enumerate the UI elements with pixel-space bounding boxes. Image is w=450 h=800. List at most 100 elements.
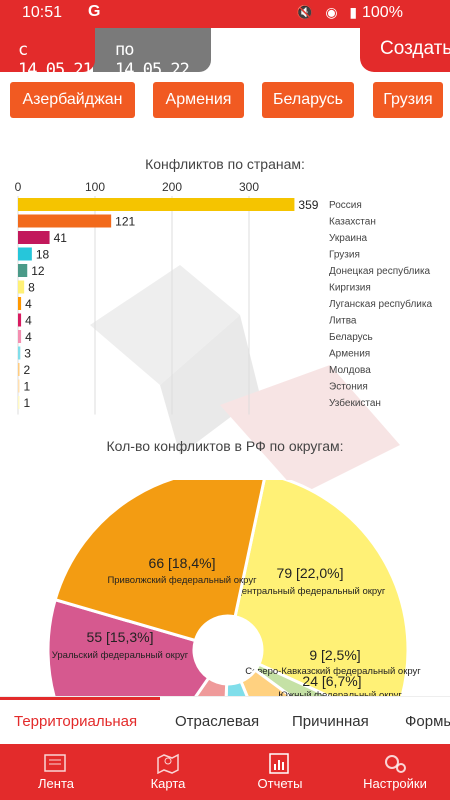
- status-time: 10:51: [22, 4, 63, 21]
- category-label: Эстония: [329, 382, 368, 393]
- slice-value-label: 24 [6,7%]: [302, 673, 361, 689]
- status-bar: 10:51 G 🔇 ◉ ▮ 100%: [0, 0, 450, 28]
- nav-settings-label: Настройки: [363, 776, 427, 791]
- districts-pie-chart: 79 [22,0%] Центральный федеральный округ 9…: [46, 480, 421, 696]
- active-tab-indicator: [0, 697, 160, 700]
- bar: [18, 330, 22, 343]
- bar-value-label: 3: [24, 347, 31, 361]
- map-icon: [157, 753, 179, 774]
- category-label: Казахстан: [329, 217, 376, 228]
- category-label: Донецкая республика: [329, 265, 431, 277]
- bar: [18, 379, 20, 393]
- category-label: Молдова: [329, 365, 371, 376]
- bar: [18, 313, 22, 327]
- x-tick-label-top: 300: [239, 180, 259, 194]
- settings-icon: [385, 755, 406, 773]
- bar: [18, 363, 20, 376]
- nav-feed[interactable]: Лента: [18, 744, 94, 800]
- bottom-navigation: Лента Карта Отчеты Настройки: [0, 744, 450, 800]
- country-chip-armenia[interactable]: Армения: [153, 82, 244, 118]
- pie-slice: [194, 675, 229, 696]
- tab-forms[interactable]: Формы: [405, 713, 450, 730]
- battery-level: 100%: [362, 4, 403, 21]
- category-label: Армения: [329, 349, 370, 360]
- slice-value-label: 66 [18,4%]: [149, 555, 216, 571]
- pie-slice: [233, 480, 410, 696]
- google-icon: G: [88, 3, 101, 20]
- slice-value-label: 9 [2,5%]: [309, 647, 360, 663]
- country-chip-belarus[interactable]: Беларусь: [262, 82, 354, 118]
- x-tick-label-bottom: 200: [182, 418, 202, 419]
- category-label: Киргизия: [329, 283, 371, 294]
- slice-category-label: Уральский федеральный округ: [52, 650, 189, 661]
- pie-slice: [224, 679, 249, 696]
- news-icon: [44, 754, 66, 772]
- bar-value-label: 41: [54, 231, 68, 245]
- category-label: Грузия: [329, 250, 360, 261]
- slice-value-label: 55 [15,3%]: [87, 629, 154, 645]
- x-tick-label-top: 0: [15, 180, 22, 194]
- bar-value-label: 4: [25, 314, 32, 328]
- bar: [18, 198, 295, 211]
- bar-value-label: 359: [298, 198, 318, 212]
- bar-value-label: 2: [24, 363, 31, 377]
- bar-value-label: 4: [25, 330, 32, 344]
- bar-value-label: 8: [28, 281, 35, 295]
- x-tick-label-bottom: 0: [35, 418, 42, 419]
- category-label: Россия: [329, 200, 362, 211]
- tab-industry[interactable]: Отраслевая: [175, 713, 260, 730]
- pie-slice: [53, 480, 266, 643]
- report-tabs: Территориальная Отраслевая Причинная Фор…: [0, 696, 450, 744]
- header: по 14.05.22 с 14.05.21 Создать: [0, 28, 450, 80]
- bar: [18, 264, 28, 277]
- bar: [18, 346, 21, 360]
- bar-value-label: 1: [24, 396, 31, 410]
- bar: [18, 396, 20, 409]
- status-icons: 🔇 ◉ ▮: [296, 4, 362, 20]
- category-label: Луганская республика: [329, 298, 432, 310]
- nav-settings[interactable]: Настройки: [350, 744, 440, 800]
- slice-category-label: Северо-Кавказский федеральный округ: [245, 666, 421, 677]
- pie-slice: [239, 668, 293, 696]
- slice-category-label: Центральный федеральный округ: [235, 586, 386, 597]
- nav-reports-label: Отчеты: [257, 776, 303, 791]
- category-label: Беларусь: [329, 332, 373, 343]
- country-chip-georgia[interactable]: Грузия: [373, 82, 443, 118]
- country-chip-azerbaijan[interactable]: Азербайджан: [10, 82, 135, 118]
- slice-category-label: Приволжский федеральный округ: [107, 575, 257, 586]
- bar-value-label: 4: [25, 297, 32, 311]
- countries-bar-chart: 00100100200200300300359Россия121Казахста…: [15, 180, 433, 419]
- x-tick-label-top: 100: [85, 180, 105, 194]
- bar-value-label: 18: [36, 248, 50, 262]
- slice-category-label: Южный федеральный округ: [278, 690, 402, 696]
- date-to-button[interactable]: по 14.05.22: [93, 28, 211, 80]
- bar-value-label: 121: [115, 215, 135, 229]
- tab-territorial[interactable]: Территориальная: [14, 713, 138, 730]
- nav-reports[interactable]: Отчеты: [242, 744, 318, 800]
- logo-watermark: [90, 265, 400, 495]
- districts-chart-title: Кол-во конфликтов в РФ по округам:: [106, 438, 344, 454]
- x-tick-label-top: 200: [162, 180, 182, 194]
- x-tick-label-bottom: 100: [105, 418, 125, 419]
- date-from-button[interactable]: с 14.05.21: [0, 28, 95, 80]
- bar: [18, 231, 50, 244]
- nav-feed-label: Лента: [38, 776, 74, 791]
- bar: [18, 280, 25, 294]
- nav-map-label: Карта: [150, 776, 186, 791]
- category-label: Литва: [329, 316, 357, 327]
- bar-value-label: 1: [24, 380, 31, 394]
- slice-value-label: 79 [22,0%]: [277, 565, 344, 581]
- country-filter-row: Азербайджан Армения Беларусь Грузия: [0, 82, 450, 120]
- bar: [18, 214, 112, 228]
- category-label: Узбекистан: [329, 397, 381, 409]
- create-button[interactable]: Создать: [360, 28, 450, 72]
- x-tick-label-bottom: 300: [259, 418, 279, 419]
- category-label: Украина: [329, 233, 368, 244]
- tab-causal[interactable]: Причинная: [292, 713, 369, 730]
- countries-chart-title: Конфликтов по странам:: [145, 156, 305, 172]
- reports-icon: [269, 753, 289, 774]
- nav-map[interactable]: Карта: [130, 744, 206, 800]
- bar: [18, 247, 32, 261]
- bar: [18, 297, 22, 310]
- bar-value-label: 12: [31, 264, 45, 278]
